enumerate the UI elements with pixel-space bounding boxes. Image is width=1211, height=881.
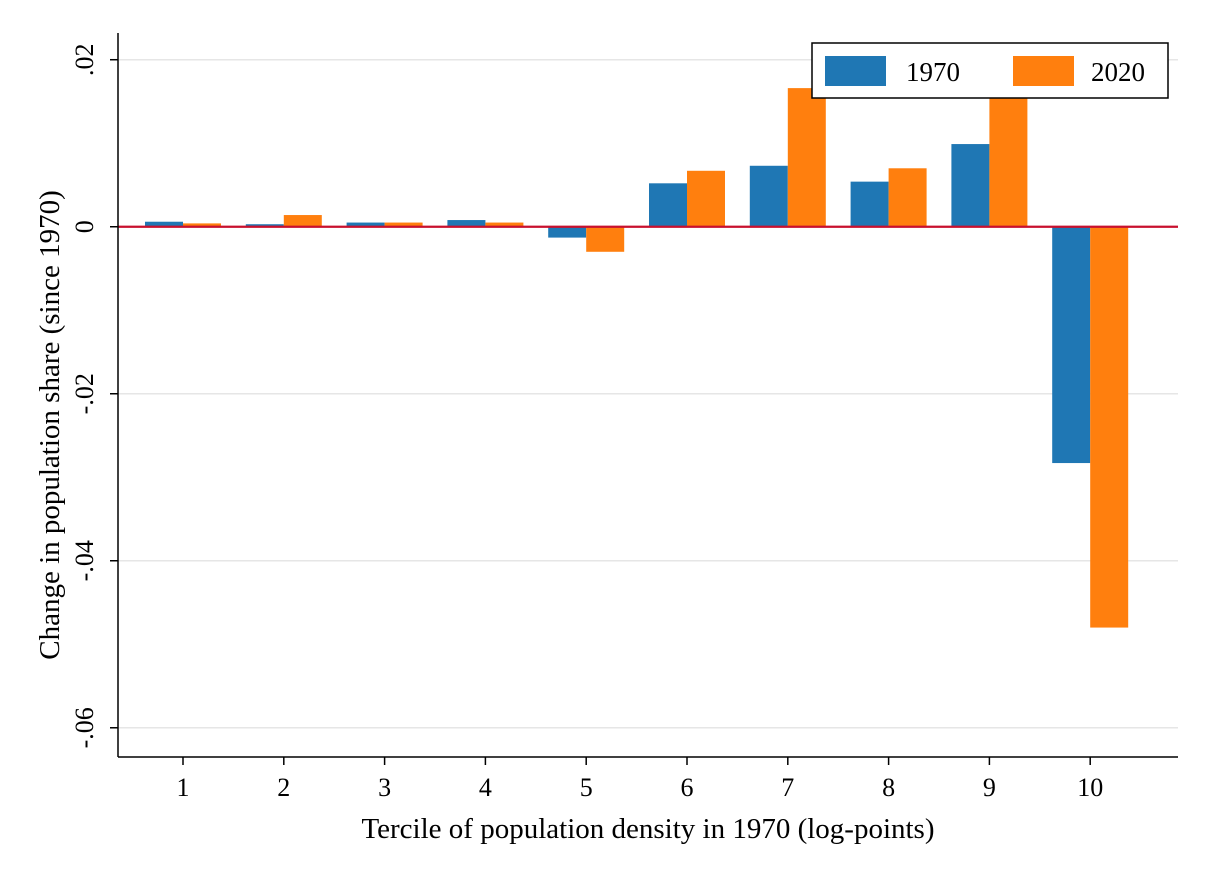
bars — [145, 79, 1129, 628]
bar-2020-9 — [989, 79, 1028, 227]
bar-2020-6 — [687, 170, 725, 227]
x-axis-title: Tercile of population density in 1970 (l… — [361, 813, 934, 845]
bar-2020-1 — [183, 223, 221, 227]
x-tick-label-2: 2 — [277, 773, 290, 802]
y-tick-label-2: -.02 — [70, 373, 99, 414]
x-axis-ticks: 1 2 3 4 5 6 7 8 9 10 — [177, 757, 1103, 802]
legend-swatch-1970 — [825, 56, 886, 86]
bar-1970-4 — [447, 220, 486, 227]
x-tick-label-1: 1 — [177, 773, 190, 802]
bar-2020-10 — [1090, 226, 1129, 628]
y-tick-label-0: .02 — [70, 43, 99, 76]
bar-2020-5 — [586, 226, 625, 252]
axes — [117, 33, 1178, 758]
legend-label-1970: 1970 — [906, 57, 960, 87]
y-tick-label-4: -.06 — [70, 707, 99, 748]
x-tick-label-3: 3 — [378, 773, 391, 802]
bar-1970-6 — [649, 183, 687, 227]
legend-swatch-2020 — [1013, 56, 1074, 86]
bar-1970-2 — [245, 224, 284, 227]
bar-1970-8 — [850, 181, 889, 227]
bar-1970-1 — [145, 221, 183, 227]
x-tick-label-5: 5 — [580, 773, 593, 802]
bar-1970-7 — [749, 165, 788, 227]
legend-label-2020: 2020 — [1091, 57, 1145, 87]
x-tick-label-7: 7 — [781, 773, 794, 802]
bar-1970-5 — [548, 226, 587, 238]
x-tick-label-6: 6 — [681, 773, 694, 802]
bar-2020-3 — [384, 222, 423, 227]
bar-1970-9 — [951, 144, 990, 227]
y-tick-label-1: 0 — [70, 220, 99, 233]
bar-1970-3 — [346, 222, 385, 227]
bar-2020-8 — [888, 168, 927, 227]
y-axis-title: Change in population share (since 1970) — [34, 190, 66, 660]
bar-1970-10 — [1052, 226, 1091, 464]
x-tick-label-10: 10 — [1077, 773, 1103, 802]
x-tick-label-4: 4 — [479, 773, 492, 802]
x-tick-label-8: 8 — [882, 773, 895, 802]
x-tick-label-9: 9 — [983, 773, 996, 802]
y-tick-label-3: -.04 — [70, 540, 99, 581]
bar-2020-4 — [485, 222, 524, 227]
y-axis-ticks: .02 0 -.02 -.04 -.06 — [70, 43, 118, 748]
bar-2020-7 — [787, 88, 826, 227]
legend: 1970 2020 — [811, 42, 1169, 99]
bar-2020-2 — [283, 215, 322, 227]
